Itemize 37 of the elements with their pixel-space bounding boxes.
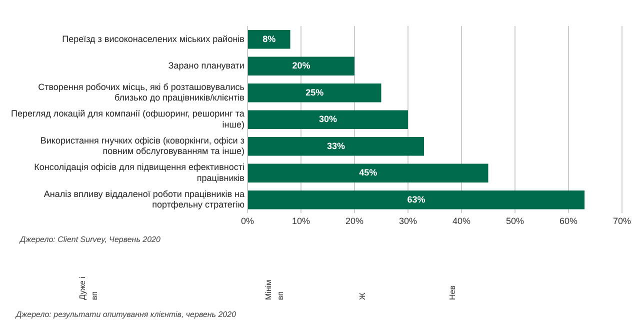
y-tick-label: Створення робочих місць, які б розташовувались близько до працівників/клієнтів bbox=[38, 82, 245, 103]
y-tick-label: Переїзд з високонаселених міських районів bbox=[62, 34, 245, 44]
data-label: 25% bbox=[306, 87, 324, 98]
text: Мінім bbox=[264, 280, 273, 300]
bar bbox=[248, 83, 382, 102]
x-tick-label: 20% bbox=[345, 216, 364, 226]
x-tick-label: 60% bbox=[559, 216, 578, 226]
x-tick-label: 50% bbox=[506, 216, 524, 226]
text: Джерело: результати опитування клієнтів, червень 2020 bbox=[16, 310, 236, 319]
text: Джерело: Client Survey, Червень 2020 bbox=[20, 235, 160, 244]
x-tick-label: 70% bbox=[612, 216, 632, 226]
text: вп bbox=[276, 291, 285, 300]
text: Нев bbox=[448, 286, 457, 300]
text: вп bbox=[90, 291, 99, 300]
x-tick-label: 10% bbox=[292, 216, 310, 226]
bar bbox=[248, 136, 424, 156]
bar bbox=[248, 190, 585, 210]
data-label: 33% bbox=[326, 140, 345, 151]
y-tick-label: Перегляд локацій для компанії (офшоринг, решоринг та інше) bbox=[10, 108, 244, 130]
data-label: 45% bbox=[359, 168, 378, 178]
bar bbox=[248, 56, 354, 76]
bar bbox=[248, 164, 488, 182]
text: Дуже і bbox=[78, 276, 87, 300]
data-label: 8% bbox=[262, 34, 276, 44]
x-tick-label: 40% bbox=[452, 216, 470, 226]
bar bbox=[248, 30, 290, 49]
y-tick-label: Зарано планувати bbox=[168, 60, 244, 71]
data-label: 20% bbox=[292, 60, 310, 71]
y-tick-label: Аналіз впливу віддаленої роботи працівників на портфельну стратегію bbox=[44, 188, 245, 210]
data-label: 63% bbox=[407, 194, 426, 204]
y-tick-label: Використання гнучких офісів (коворкінги, офіси з повним обслуговуванням та інше) bbox=[40, 135, 244, 156]
y-tick-label: Консолідація офісів для підвищення ефективності працівників bbox=[34, 162, 245, 183]
x-tick-label: 30% bbox=[398, 216, 417, 226]
text: Ж bbox=[358, 292, 367, 300]
data-label: 30% bbox=[318, 114, 337, 124]
x-tick-label: 0% bbox=[240, 216, 254, 226]
bar bbox=[248, 110, 408, 129]
